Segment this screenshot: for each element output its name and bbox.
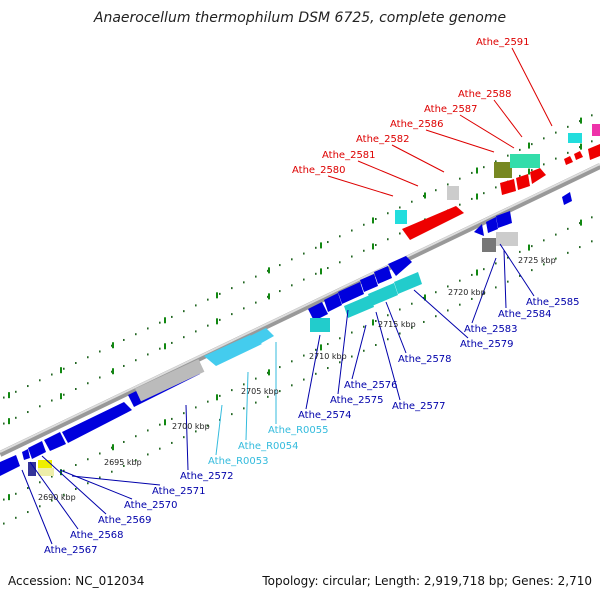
gene-label[interactable]: Athe_2583 [464, 324, 518, 335]
gene-arrow[interactable] [308, 302, 328, 321]
kbp-scale: 2690 kbp 2695 kbp 2700 kbp 2705 kbp 2710 kbp… [38, 256, 556, 502]
gene-block[interactable] [592, 124, 600, 136]
gene-block[interactable] [38, 460, 52, 468]
kbp-tick-label: 2720 kbp [448, 288, 486, 297]
gene-block[interactable] [394, 272, 422, 294]
gene-arrow[interactable] [496, 211, 512, 228]
gene-features [0, 124, 600, 476]
gene-label[interactable]: Athe_2575 [330, 395, 384, 406]
gene-block[interactable] [510, 154, 540, 168]
gene-arrow[interactable] [516, 174, 530, 190]
gene-arrow[interactable] [402, 206, 464, 240]
kbp-tick-label: 2690 kbp [38, 493, 76, 502]
gene-block[interactable] [395, 210, 407, 224]
gene-block[interactable] [496, 232, 518, 246]
gene-arrow[interactable] [360, 274, 378, 292]
accession-text: Accession: NC_012034 [8, 574, 145, 588]
gene-label[interactable]: Athe_2568 [70, 530, 124, 541]
kbp-tick-label: 2715 kbp [378, 320, 416, 329]
kbp-tick-label: 2700 kbp [172, 422, 210, 431]
gene-label[interactable]: Athe_2584 [498, 309, 552, 320]
label-leaders [21, 47, 553, 545]
gene-label[interactable]: Athe_2586 [390, 119, 444, 130]
gene-arrow[interactable] [486, 217, 498, 233]
gene-block[interactable] [310, 318, 330, 332]
gene-block[interactable] [482, 238, 496, 252]
gene-label[interactable]: Athe_2574 [298, 410, 352, 421]
gene-label[interactable]: Athe_2579 [460, 339, 514, 350]
gene-arrow[interactable] [28, 441, 46, 459]
genome-title: Anaerocellum thermophilum DSM 6725, comp… [93, 10, 507, 26]
gene-label[interactable]: Athe_2569 [98, 515, 152, 526]
kbp-tick-label: 2705 kbp [241, 387, 279, 396]
gene-label[interactable]: Athe_2567 [44, 545, 98, 556]
gene-arrow[interactable] [204, 335, 262, 366]
gene-label[interactable]: Athe_2585 [526, 297, 580, 308]
gene-arrow[interactable] [500, 179, 516, 195]
gene-arrow[interactable] [564, 156, 573, 165]
gene-label[interactable]: Athe_R0054 [238, 441, 298, 452]
gene-block[interactable] [447, 186, 459, 200]
gene-block[interactable] [344, 295, 374, 318]
gene-arrow[interactable] [388, 256, 412, 276]
gene-arrow[interactable] [250, 328, 274, 345]
kbp-tick-label: 2695 kbp [104, 458, 142, 467]
gene-label[interactable]: Athe_2571 [152, 486, 206, 497]
gene-arrow[interactable] [62, 402, 132, 443]
gene-arrow[interactable] [44, 432, 66, 451]
gene-labels: Athe_2580 Athe_2581 Athe_2582 Athe_2586 Athe… [44, 37, 580, 556]
gene-label[interactable]: Athe_2588 [458, 89, 512, 100]
gene-label[interactable]: Athe_R0055 [268, 425, 328, 436]
gene-block[interactable] [135, 359, 205, 402]
gene-arrow[interactable] [562, 192, 572, 205]
gene-arrow[interactable] [22, 449, 30, 460]
gene-block[interactable] [368, 283, 398, 306]
gene-label[interactable]: Athe_R0053 [208, 456, 268, 467]
gene-label[interactable]: Athe_2580 [292, 165, 346, 176]
genome-backbone [0, 163, 600, 457]
gene-block[interactable] [568, 133, 582, 143]
gene-arrow[interactable] [324, 293, 342, 312]
gene-block[interactable] [494, 162, 512, 178]
gene-label[interactable]: Athe_2572 [180, 471, 234, 482]
gene-arrow[interactable] [574, 151, 583, 160]
genome-summary: Topology: circular; Length: 2,919,718 bp… [262, 574, 592, 588]
gene-arrow[interactable] [0, 455, 20, 476]
gene-arrow[interactable] [338, 282, 364, 304]
gene-block[interactable] [38, 468, 54, 476]
gene-arrow[interactable] [588, 144, 600, 160]
gene-label[interactable]: Athe_2582 [356, 134, 410, 145]
gene-label[interactable]: Athe_2576 [344, 380, 398, 391]
gene-label[interactable]: Athe_2578 [398, 354, 452, 365]
gene-label[interactable]: Athe_2577 [392, 401, 446, 412]
gene-label[interactable]: Athe_2581 [322, 150, 376, 161]
kbp-tick-label: 2710 kbp [309, 352, 347, 361]
gene-label[interactable]: Athe_2570 [124, 500, 178, 511]
kbp-tick-label: 2725 kbp [518, 256, 556, 265]
gene-arrow[interactable] [474, 224, 484, 236]
gene-arrow[interactable] [374, 266, 392, 284]
gene-label[interactable]: Athe_2587 [424, 104, 478, 115]
scale-dots [3, 114, 593, 525]
gene-label[interactable]: Athe_2591 [476, 37, 530, 48]
gene-arrow[interactable] [530, 168, 546, 184]
gene-block[interactable] [28, 462, 36, 476]
